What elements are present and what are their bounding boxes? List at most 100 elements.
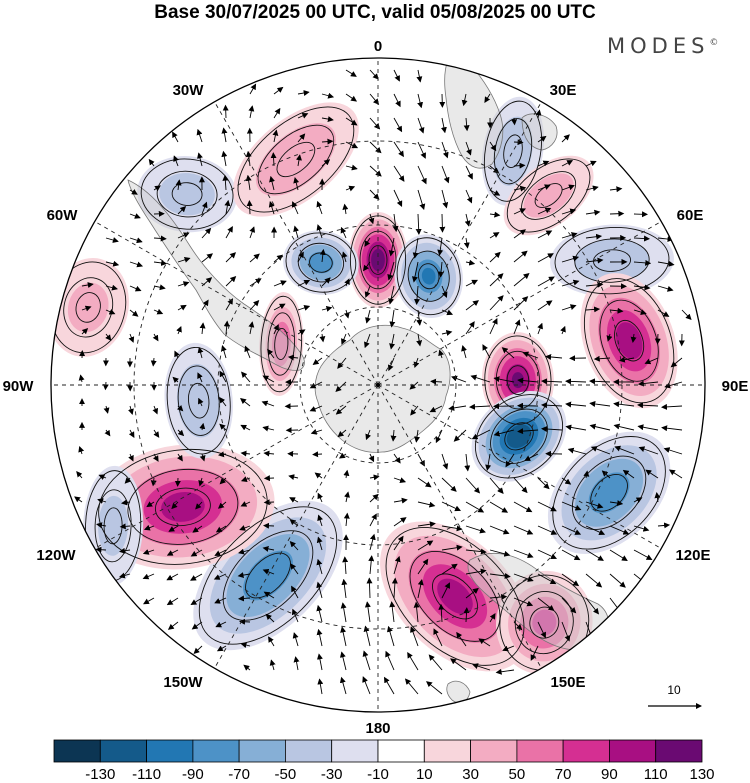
wind-vector: [201, 253, 213, 263]
wind-vector: [513, 185, 527, 192]
wind-vector: [416, 69, 423, 83]
wind-vector: [213, 573, 227, 580]
contour-line: [592, 249, 632, 272]
wind-vector: [393, 535, 404, 551]
wind-vector: [585, 281, 604, 288]
wind-vector: [153, 235, 167, 242]
wind-vector: [297, 279, 311, 287]
wind-vector: [81, 305, 92, 312]
colorbar-swatch: [146, 739, 194, 763]
wind-vector: [291, 201, 299, 215]
wind-vector: [362, 261, 371, 272]
wind-vector: [340, 626, 347, 647]
colorbar-swatch: [192, 739, 240, 763]
wind-vector: [585, 525, 606, 535]
contour-line: [98, 448, 268, 565]
wind-vector: [343, 469, 350, 479]
map-boundary: [50, 57, 706, 713]
contour-line: [237, 106, 355, 213]
wind-vector: [297, 113, 309, 119]
wind-vector: [238, 595, 251, 602]
wind-vector: [297, 329, 306, 336]
wind-vector: [410, 405, 419, 416]
wind-vector: [465, 477, 481, 494]
wind-vector: [407, 651, 419, 671]
south-pole-point: [376, 383, 380, 387]
colorbar-tick-label: -130: [85, 766, 115, 783]
wind-vector: [478, 638, 491, 647]
wind-vector: [589, 423, 611, 431]
wind-vector: [341, 578, 348, 599]
anomaly-level: [371, 248, 385, 272]
wind-vector: [489, 549, 511, 557]
contours-high-90e-inner: [484, 335, 552, 425]
anomaly-high-145e: [496, 570, 593, 675]
wind-vector: [309, 381, 323, 389]
wind-vector: [657, 522, 671, 529]
wind-vector: [369, 189, 380, 200]
wind-vector: [193, 645, 203, 654]
reference-vector-label: 10: [667, 683, 681, 697]
contour-line: [599, 299, 659, 382]
wind-vector: [74, 496, 83, 503]
wind-vector: [637, 380, 659, 387]
wind-vector: [545, 353, 563, 360]
wind-vector: [317, 514, 323, 527]
wind-vector: [441, 285, 448, 299]
lon-label-180: 180: [365, 720, 390, 737]
wind-vector: [513, 549, 534, 559]
wind-vector: [288, 474, 299, 481]
anomaly-level: [574, 238, 650, 283]
wind-vector: [441, 309, 454, 316]
wind-vector: [561, 304, 577, 311]
wind-vector: [471, 429, 491, 440]
wind-vector: [196, 128, 203, 143]
colorbar-tick-label: -30: [321, 766, 343, 783]
wind-vector: [129, 309, 139, 317]
wind-vector: [561, 477, 572, 485]
wind-vector: [245, 150, 252, 167]
wind-vector: [105, 308, 116, 315]
wind-vector: [345, 69, 357, 77]
wind-vector: [243, 664, 251, 671]
meridian-line: [214, 101, 379, 386]
wind-vector: [489, 273, 504, 287]
wind-vector: [413, 601, 420, 623]
wind-vector: [495, 668, 515, 675]
wind-vector: [319, 248, 326, 263]
contour-line: [297, 242, 345, 283]
wind-vector: [345, 185, 356, 192]
contour-line: [504, 422, 534, 451]
wind-vector: [485, 453, 492, 471]
contour-line: [490, 408, 548, 464]
wind-vector: [195, 501, 203, 510]
wind-vector: [142, 549, 155, 555]
contour-line: [385, 527, 525, 666]
wind-vector: [561, 621, 571, 642]
antarctica: [314, 324, 451, 453]
meridian-line: [377, 384, 662, 549]
colorbar-swatch: [238, 739, 286, 763]
wind-vector: [192, 525, 203, 533]
wind-vector: [465, 189, 473, 204]
wind-vector: [541, 426, 563, 433]
wind-vector: [389, 309, 396, 328]
wind-vector: [369, 533, 376, 551]
wind-vector: [201, 299, 209, 311]
wind-vector: [441, 501, 462, 512]
wind-vector: [404, 678, 419, 695]
wind-vector: [344, 278, 350, 287]
wind-vector: [339, 676, 347, 695]
wind-vector: [310, 428, 323, 435]
wind-vector: [429, 405, 443, 413]
wind-vector: [413, 285, 420, 305]
wind-vector: [191, 621, 203, 630]
wind-vector: [589, 378, 611, 385]
wind-vector: [214, 597, 227, 604]
wind-vector: [585, 209, 601, 216]
contour-line: [521, 171, 577, 220]
wind-vector: [513, 162, 526, 169]
wind-vector: [489, 501, 509, 513]
wind-vector: [369, 513, 377, 527]
wind-vector: [387, 261, 395, 281]
